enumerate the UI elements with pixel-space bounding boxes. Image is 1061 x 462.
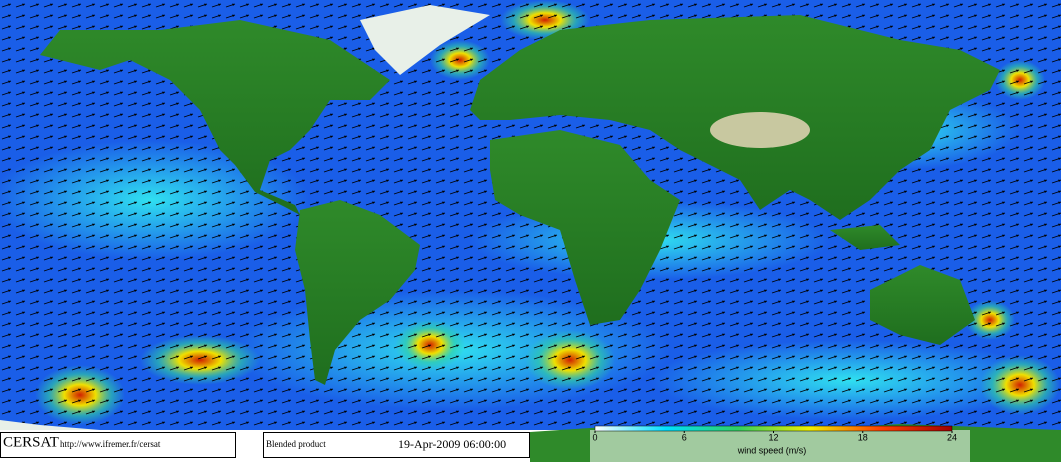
product-box (263, 432, 530, 458)
colorbar-background (590, 430, 970, 462)
date: 19-Apr-2009 06:00:00 (398, 437, 506, 451)
colorbar-ramp (594, 425, 953, 432)
continents (0, 5, 1000, 430)
logo-box (0, 432, 236, 458)
product: Blended product (266, 439, 326, 449)
colorbar-tick-label: 0 (592, 432, 597, 442)
url: http://www.ifremer.fr/cersat (60, 439, 161, 449)
colorbar-tick-label: 12 (768, 432, 778, 442)
colorbar-label: wind speed (m/s) (737, 445, 807, 455)
colorbar-tick-label: 6 (682, 432, 687, 442)
colorbar-tick-label: 24 (947, 432, 957, 442)
colorbar: 0 6 12 18 24 (592, 425, 957, 442)
colorbar-tick-label: 18 (858, 432, 868, 442)
logo: CERSAT (3, 434, 59, 450)
